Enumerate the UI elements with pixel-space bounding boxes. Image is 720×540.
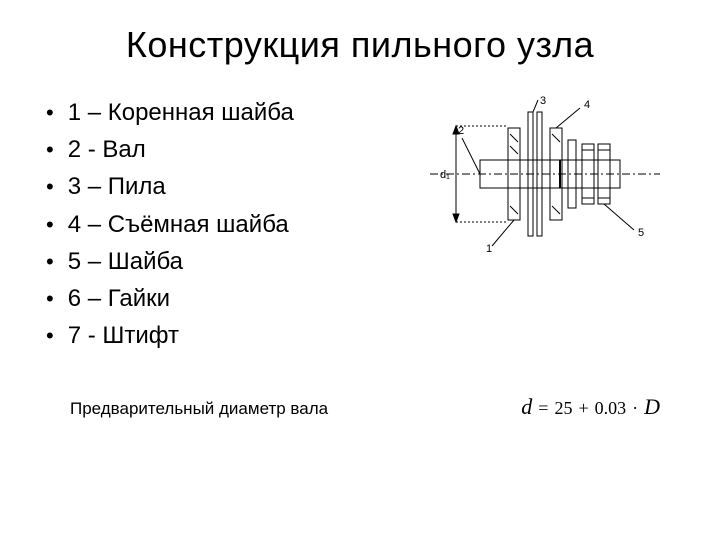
list-item: 7 - Штифт xyxy=(46,317,390,354)
formula-D: D xyxy=(644,394,660,420)
callout-3: 3 xyxy=(540,95,546,107)
list-item: 4 – Съёмная шайба xyxy=(46,206,390,243)
diagram-svg: d₁ 1 2 3 4 5 xyxy=(410,94,670,254)
formula-dot: · xyxy=(632,398,638,419)
content-row: 1 – Коренная шайба 2 - Вал 3 – Пила 4 – … xyxy=(40,94,680,354)
list-item: 6 – Гайки xyxy=(46,280,390,317)
slide: Конструкция пильного узла 1 – Коренная ш… xyxy=(0,0,720,540)
item-text: 1 – Коренная шайба xyxy=(68,94,294,131)
list-item: 2 - Вал xyxy=(46,131,390,168)
bullet-list: 1 – Коренная шайба 2 - Вал 3 – Пила 4 – … xyxy=(40,94,390,354)
item-text: 5 – Шайба xyxy=(68,243,183,280)
callout-5: 5 xyxy=(638,227,644,239)
item-text: 3 – Пила xyxy=(68,168,166,205)
item-text: 6 – Гайки xyxy=(68,280,170,317)
callout-1: 1 xyxy=(486,243,492,254)
item-text: 2 - Вал xyxy=(68,131,146,168)
dim-label: d₁ xyxy=(440,169,450,181)
formula-a: 25 xyxy=(554,398,572,419)
item-text: 7 - Штифт xyxy=(68,317,179,354)
footer-label: Предварительный диаметр вала xyxy=(70,399,328,419)
item-text: 4 – Съёмная шайба xyxy=(68,206,289,243)
list-item: 5 – Шайба xyxy=(46,243,390,280)
formula: d = 25 + 0.03 · D xyxy=(521,394,660,420)
list-item: 1 – Коренная шайба xyxy=(46,94,390,131)
assembly-diagram: d₁ 1 2 3 4 5 xyxy=(410,94,670,254)
formula-b: 0.03 xyxy=(595,398,627,419)
formula-eq: = xyxy=(538,398,548,419)
formula-plus: + xyxy=(578,398,588,419)
callout-2: 2 xyxy=(458,125,464,137)
formula-lhs: d xyxy=(521,394,532,420)
footer-row: Предварительный диаметр вала d = 25 + 0.… xyxy=(40,394,680,420)
list-item: 3 – Пила xyxy=(46,168,390,205)
page-title: Конструкция пильного узла xyxy=(40,24,680,66)
callout-4: 4 xyxy=(584,99,590,111)
